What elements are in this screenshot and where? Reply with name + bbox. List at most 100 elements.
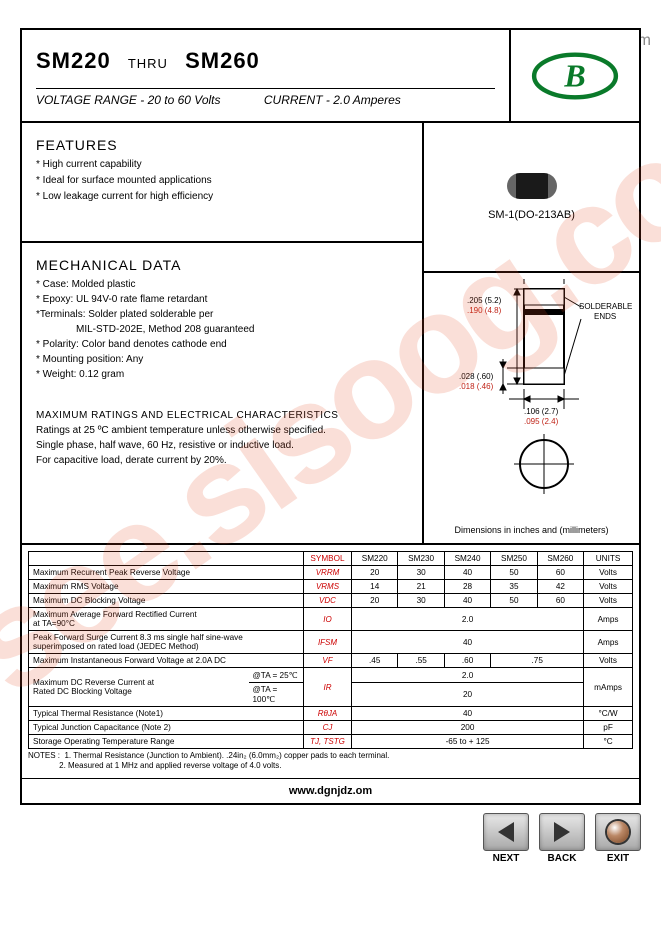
table-row: Maximum DC Reverse Current atRated DC Bl… — [29, 668, 633, 683]
voltage-range: VOLTAGE RANGE - 20 to 60 Volts — [36, 93, 221, 107]
notes-label: NOTES : — [28, 751, 60, 760]
mech-item: * Weight: 0.12 gram — [36, 367, 408, 382]
svg-text:.106 (2.7): .106 (2.7) — [524, 407, 559, 416]
th-part: SM220 — [352, 552, 398, 566]
max-ratings-intro: MAXIMUM RATINGS AND ELECTRICAL CHARACTER… — [36, 408, 408, 468]
value-cell: 2.0 — [352, 668, 584, 683]
header-left: SM220 THRU SM260 VOLTAGE RANGE - 20 to 6… — [22, 30, 509, 121]
value-cell: 21 — [398, 580, 444, 594]
param-cell: Maximum Instantaneous Forward Voltage at… — [29, 654, 304, 668]
th-part: SM230 — [398, 552, 444, 566]
package-box: SM-1(DO-213AB) — [424, 123, 639, 273]
value-cell: -65 to + 125 — [352, 735, 584, 749]
header-subtitle: VOLTAGE RANGE - 20 to 60 Volts CURRENT -… — [36, 88, 495, 113]
feature-item: * Ideal for surface mounted applications — [36, 173, 408, 189]
svg-text:SOLDERABLE: SOLDERABLE — [579, 302, 632, 311]
svg-text:.095 (2.4): .095 (2.4) — [524, 417, 559, 426]
th-part: SM260 — [537, 552, 583, 566]
value-cell: 50 — [491, 566, 537, 580]
features-list: * High current capability * Ideal for su… — [36, 157, 408, 205]
body-left: FEATURES * High current capability * Ide… — [22, 123, 424, 543]
symbol-cell: RθJA — [304, 707, 352, 721]
table-row: Maximum RMS VoltageVRMS1421283542Volts — [29, 580, 633, 594]
value-cell: 20 — [352, 594, 398, 608]
features-title: FEATURES — [36, 137, 408, 153]
table-row: Maximum Instantaneous Forward Voltage at… — [29, 654, 633, 668]
symbol-cell: TJ, TSTG — [304, 735, 352, 749]
unit-cell: °C/W — [584, 707, 633, 721]
max-ratings-title: MAXIMUM RATINGS AND ELECTRICAL CHARACTER… — [36, 408, 408, 423]
mechanical-list: * Case: Molded plastic * Epoxy: UL 94V-0… — [36, 277, 408, 382]
mechanical-section: MECHANICAL DATA * Case: Molded plastic *… — [22, 243, 422, 478]
svg-text:.018 (.46): .018 (.46) — [459, 382, 494, 391]
max-ratings-line: Single phase, half wave, 60 Hz, resistiv… — [36, 438, 408, 453]
features-section: FEATURES * High current capability * Ide… — [22, 123, 422, 243]
table-row: Typical Junction Capacitance (Note 2)CJ2… — [29, 721, 633, 735]
part-to: SM260 — [185, 48, 260, 73]
body-row: FEATURES * High current capability * Ide… — [22, 123, 639, 543]
mech-item: *Terminals: Solder plated solderable per — [36, 307, 408, 322]
back-button[interactable]: BACK — [539, 813, 585, 864]
unit-cell: mAmps — [584, 668, 633, 707]
brand-logo-icon: B — [530, 52, 620, 100]
next-icon — [483, 813, 529, 851]
value-cell: 50 — [491, 594, 537, 608]
param-cell: Maximum Recurrent Peak Reverse Voltage — [29, 566, 304, 580]
param-cell: Storage Operating Temperature Range — [29, 735, 304, 749]
unit-cell: Volts — [584, 580, 633, 594]
value-cell: 20 — [352, 683, 584, 707]
package-image-icon — [507, 173, 557, 199]
unit-cell: Volts — [584, 654, 633, 668]
param-cell: Maximum RMS Voltage — [29, 580, 304, 594]
th-part: SM240 — [444, 552, 490, 566]
mechanical-title: MECHANICAL DATA — [36, 257, 408, 273]
max-ratings-line: Ratings at 25 ºC ambient temperature unl… — [36, 423, 408, 438]
symbol-cell: IR — [304, 668, 352, 707]
feature-item: * Low leakage current for high efficienc… — [36, 189, 408, 205]
value-cell: .45 — [352, 654, 398, 668]
unit-cell: °C — [584, 735, 633, 749]
symbol-cell: IO — [304, 608, 352, 631]
note-2: 2. Measured at 1 MHz and applied reverse… — [59, 761, 281, 770]
value-cell: .75 — [491, 654, 584, 668]
th-blank — [29, 552, 304, 566]
symbol-cell: VF — [304, 654, 352, 668]
back-icon — [539, 813, 585, 851]
part-range-title: SM220 THRU SM260 — [36, 48, 495, 74]
value-cell: 40 — [444, 566, 490, 580]
unit-cell: Volts — [584, 594, 633, 608]
param-cell: Maximum DC Blocking Voltage — [29, 594, 304, 608]
value-cell: 2.0 — [352, 608, 584, 631]
param-cell: Typical Thermal Resistance (Note1) — [29, 707, 304, 721]
header: SM220 THRU SM260 VOLTAGE RANGE - 20 to 6… — [22, 30, 639, 123]
value-cell: 14 — [352, 580, 398, 594]
exit-icon — [595, 813, 641, 851]
current-rating: CURRENT - 2.0 Amperes — [264, 93, 401, 107]
param-cell: Typical Junction Capacitance (Note 2) — [29, 721, 304, 735]
exit-label: EXIT — [607, 853, 629, 864]
value-cell: 40 — [352, 707, 584, 721]
notes: NOTES : 1. Thermal Resistance (Junction … — [28, 751, 633, 772]
table-row: Storage Operating Temperature RangeTJ, T… — [29, 735, 633, 749]
symbol-cell: VRMS — [304, 580, 352, 594]
svg-text:ENDS: ENDS — [594, 312, 616, 321]
mech-item: * Polarity: Color band denotes cathode e… — [36, 337, 408, 352]
table-row: Maximum Recurrent Peak Reverse VoltageVR… — [29, 566, 633, 580]
table-row: Maximum Average Forward Rectified Curren… — [29, 608, 633, 631]
back-label: BACK — [548, 853, 577, 864]
exit-button[interactable]: EXIT — [595, 813, 641, 864]
dimensions-box: SOLDERABLE ENDS .205 (5.2) .190 (4.8) — [424, 279, 639, 543]
body-right: SM-1(DO-213AB) SOLDERABLE ENDS — [424, 123, 639, 543]
value-cell: 30 — [398, 594, 444, 608]
table-row: Peak Forward Surge Current 8.3 ms single… — [29, 631, 633, 654]
svg-text:.028 (.60): .028 (.60) — [459, 372, 494, 381]
value-cell: 35 — [491, 580, 537, 594]
param-cell: Peak Forward Surge Current 8.3 ms single… — [29, 631, 304, 654]
dimensions-caption: Dimensions in inches and (millimeters) — [424, 525, 639, 535]
th-symbol: SYMBOL — [304, 552, 352, 566]
svg-text:B: B — [563, 57, 585, 93]
unit-cell: pF — [584, 721, 633, 735]
cond-cell: @TA = 100℃ — [249, 683, 304, 707]
next-button[interactable]: NEXT — [483, 813, 529, 864]
part-from: SM220 — [36, 48, 111, 73]
